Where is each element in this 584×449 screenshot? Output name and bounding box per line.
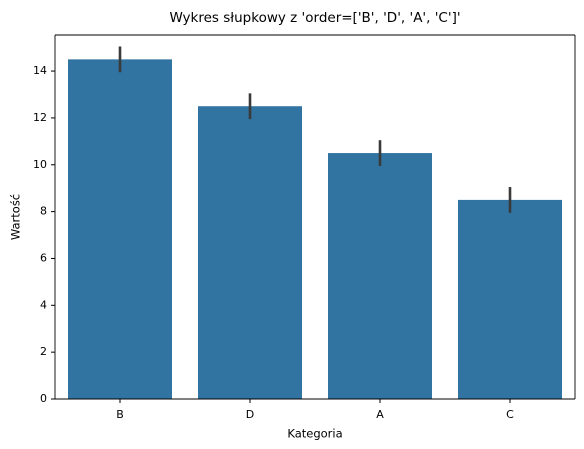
bar [68, 59, 172, 400]
x-axis-label: Kategoria [287, 427, 342, 441]
bar [328, 153, 432, 399]
x-tick-label: D [246, 408, 254, 421]
y-tick-label: 2 [40, 345, 47, 358]
y-axis-label: Wartość [9, 194, 23, 240]
y-tick-label: 4 [40, 298, 47, 311]
y-tick-label: 14 [33, 64, 47, 77]
y-tick-label: 0 [40, 392, 47, 405]
x-tick-label: A [376, 408, 384, 421]
y-tick-label: 10 [33, 158, 47, 171]
x-tick-label: C [506, 408, 514, 421]
bar [198, 106, 302, 399]
bar [458, 199, 562, 399]
y-tick-label: 6 [40, 251, 47, 264]
x-tick-label: B [116, 408, 124, 421]
y-tick-label: 12 [33, 111, 47, 124]
y-tick-label: 8 [40, 205, 47, 218]
chart-title: Wykres słupkowy z 'order=['B', 'D', 'A',… [169, 10, 460, 26]
